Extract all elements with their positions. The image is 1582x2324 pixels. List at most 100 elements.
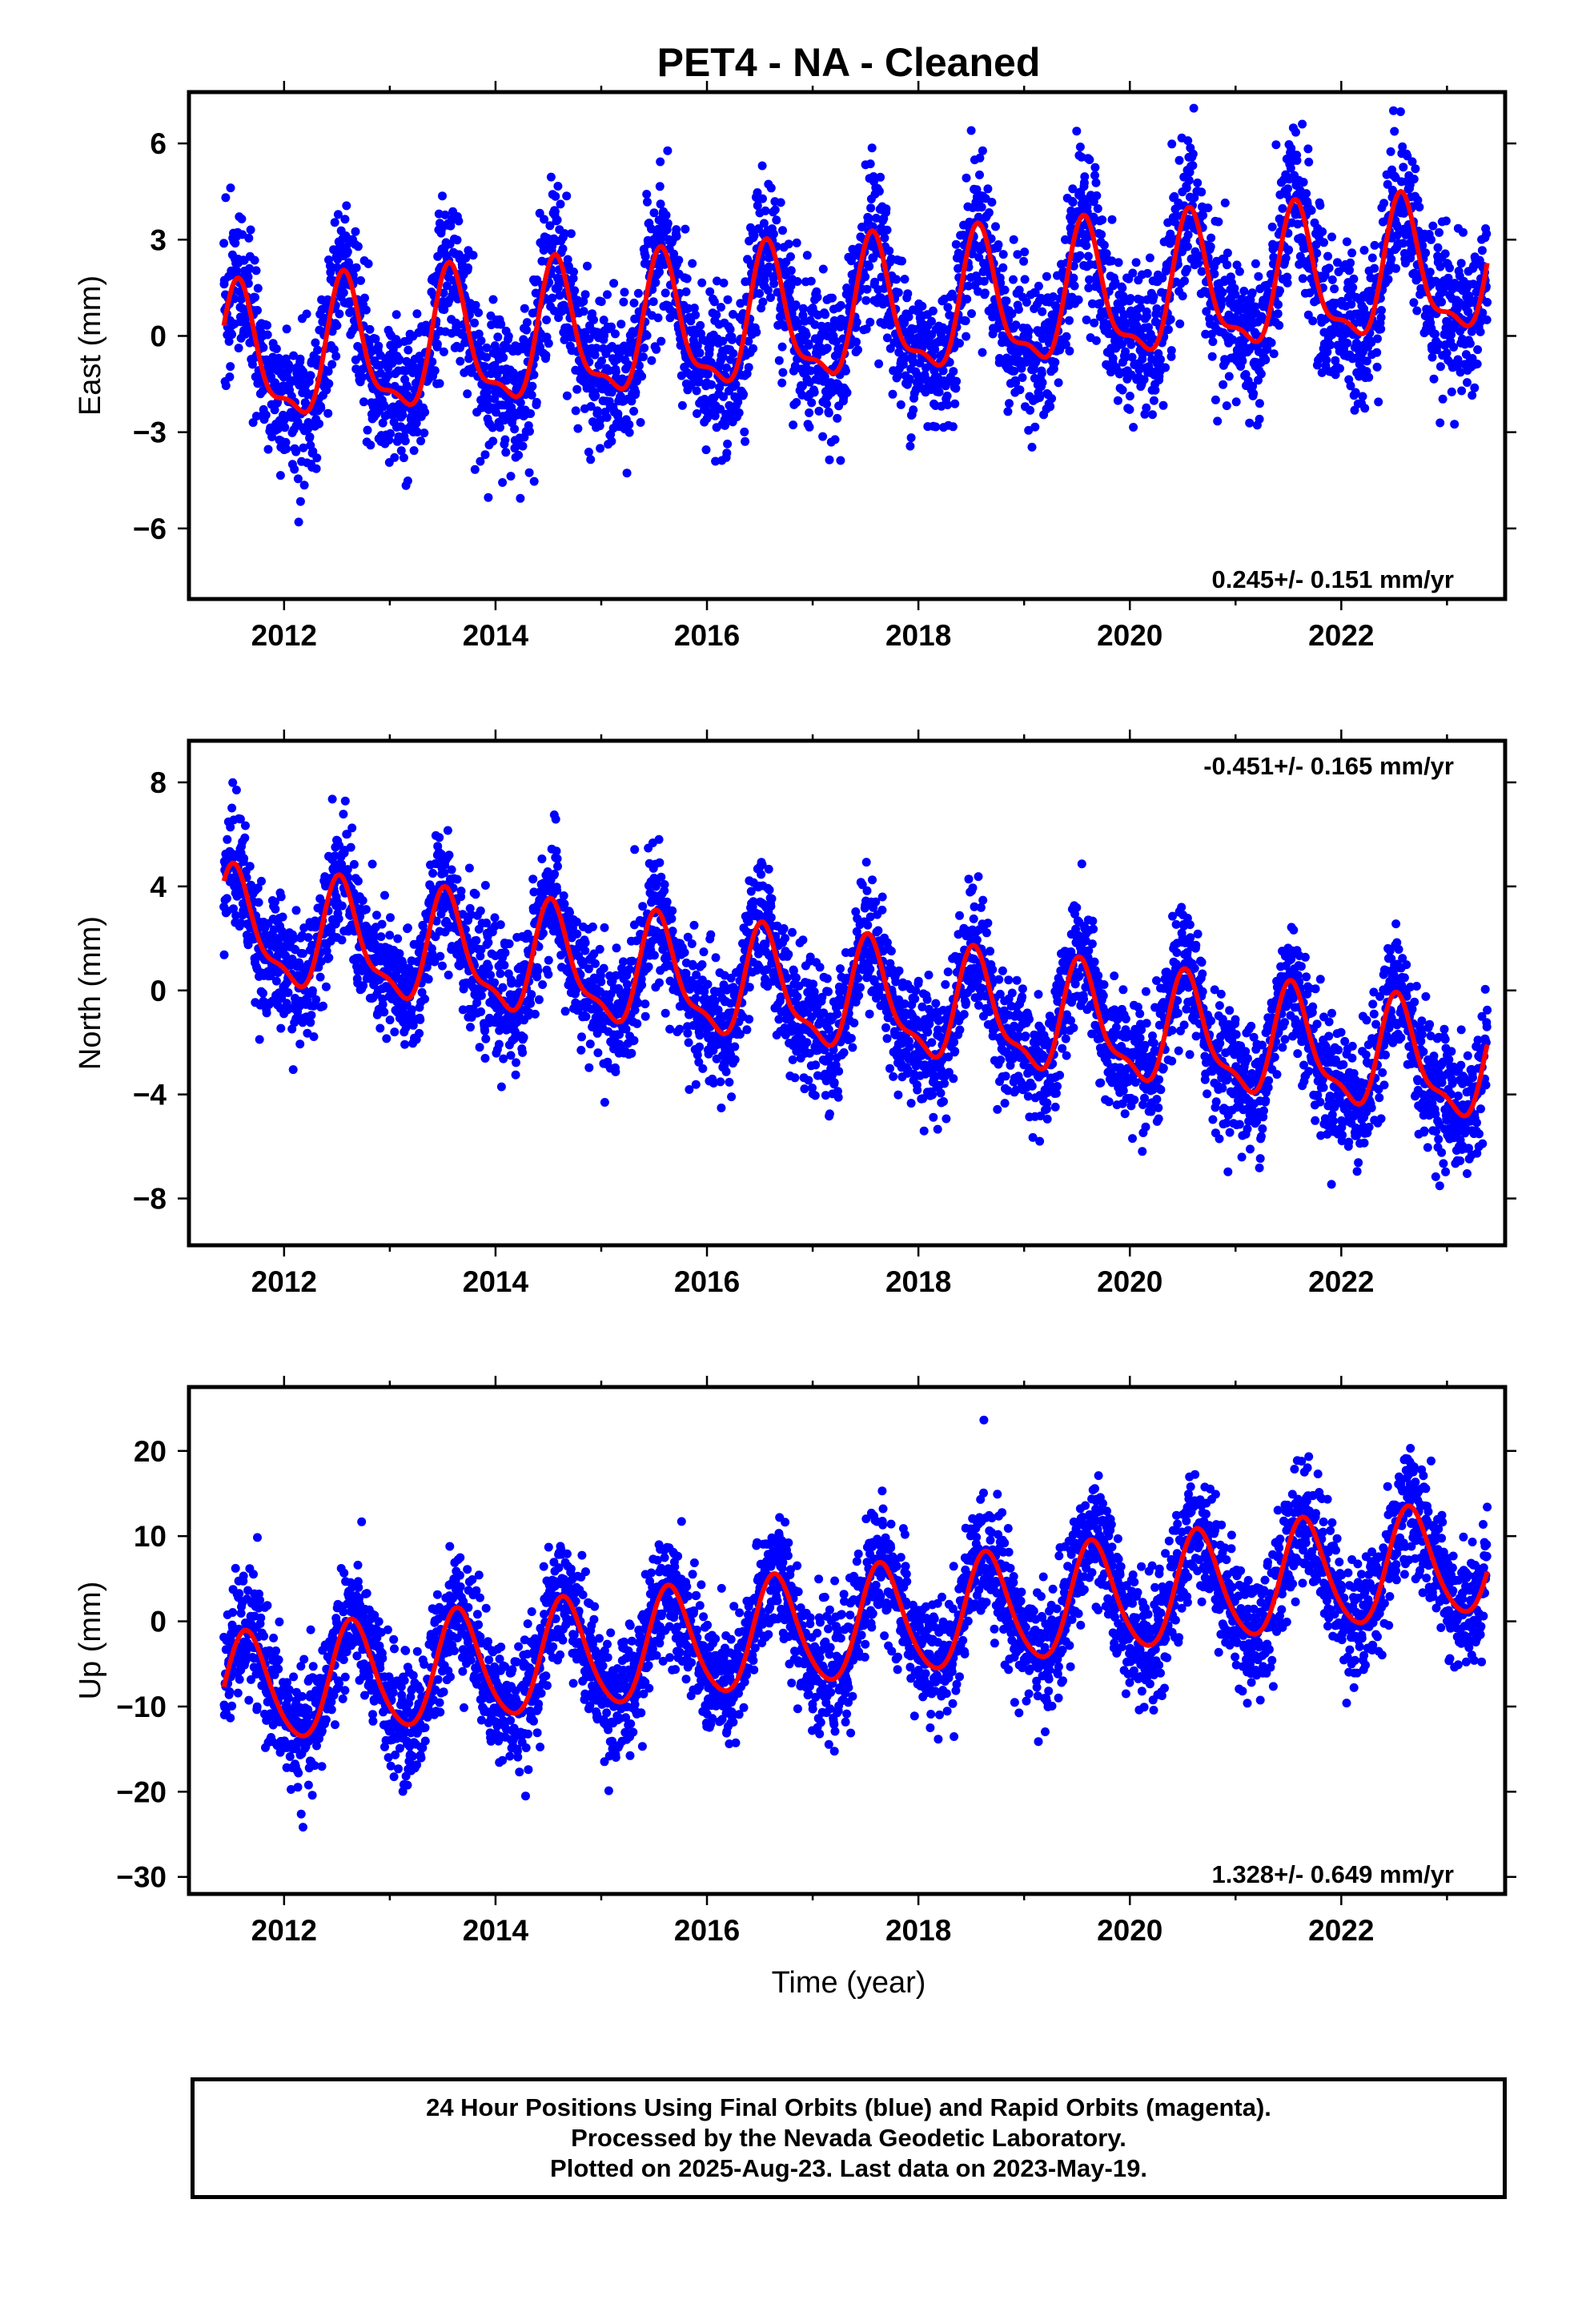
data-point (1465, 339, 1475, 348)
data-point (231, 239, 240, 248)
data-point (740, 427, 749, 436)
figure-title: PET4 - NA - Cleaned (657, 40, 1041, 85)
data-point (934, 388, 944, 397)
data-point (378, 999, 387, 1009)
data-point (1220, 198, 1230, 207)
data-point (961, 316, 970, 326)
data-point (1450, 420, 1460, 429)
data-point (713, 276, 721, 286)
data-point (436, 951, 445, 961)
data-point (275, 471, 285, 480)
data-point (327, 794, 337, 804)
data-point (663, 219, 673, 228)
data-point (1425, 267, 1435, 277)
data-point (642, 331, 652, 340)
data-point (241, 329, 250, 339)
data-point (1472, 360, 1482, 368)
data-point (1188, 161, 1198, 171)
data-point (580, 290, 590, 300)
data-point (501, 448, 511, 457)
data-point (492, 408, 500, 417)
data-point (719, 392, 729, 401)
data-point (471, 890, 480, 899)
data-point (251, 266, 261, 275)
data-point (770, 205, 780, 215)
data-point (950, 399, 960, 408)
data-point (633, 288, 643, 298)
data-point (1323, 251, 1332, 261)
data-point (1292, 155, 1302, 165)
data-point (656, 336, 666, 346)
data-point (303, 933, 313, 943)
data-point (1158, 400, 1168, 410)
data-point (510, 424, 520, 434)
data-point (231, 786, 241, 794)
data-point (865, 262, 874, 271)
data-point (824, 408, 833, 418)
data-point (308, 447, 318, 456)
data-point (415, 1028, 424, 1038)
data-point (424, 975, 433, 984)
data-point (289, 351, 299, 360)
data-point (1207, 233, 1216, 243)
data-point (1034, 281, 1043, 291)
data-point (777, 378, 787, 388)
data-point (861, 296, 871, 305)
data-point (271, 904, 280, 914)
data-point (253, 306, 262, 315)
data-point (752, 328, 761, 337)
data-point (262, 1008, 271, 1018)
data-point (254, 898, 263, 907)
data-point (1183, 230, 1193, 239)
data-point (1457, 386, 1467, 396)
data-point (917, 301, 927, 311)
data-point (444, 971, 453, 979)
data-point (223, 834, 232, 844)
data-point (549, 306, 559, 316)
data-point (729, 349, 738, 358)
data-point (488, 423, 497, 432)
data-point (407, 1005, 416, 1015)
data-point (1409, 175, 1419, 184)
data-point (393, 934, 403, 943)
data-point (1113, 396, 1122, 405)
data-point (440, 305, 449, 315)
data-point (1307, 206, 1316, 215)
data-point (1009, 275, 1018, 284)
data-point (357, 372, 367, 382)
data-point (805, 408, 814, 417)
data-point (1291, 127, 1300, 137)
data-point (498, 478, 508, 487)
data-point (319, 1001, 327, 1011)
data-point (385, 931, 395, 940)
data-point (1278, 203, 1287, 213)
data-point (739, 390, 749, 399)
data-point (842, 388, 852, 397)
data-point (766, 183, 776, 193)
data-point (1275, 320, 1284, 330)
data-point (1203, 203, 1213, 213)
data-point (1324, 263, 1334, 273)
data-point (412, 428, 422, 436)
x-tick-label: 2016 (674, 619, 740, 652)
data-point (777, 342, 787, 352)
data-point (1126, 340, 1136, 349)
data-point (1161, 363, 1170, 372)
data-point (560, 229, 569, 239)
data-point (391, 310, 401, 320)
data-point (1411, 164, 1420, 174)
data-point (1125, 404, 1134, 414)
data-point (1062, 332, 1071, 341)
data-point (651, 278, 661, 287)
data-point (765, 262, 774, 271)
data-point (1327, 275, 1337, 284)
data-point (499, 353, 508, 362)
data-point (688, 259, 697, 268)
data-point (246, 225, 255, 235)
data-point (222, 894, 231, 903)
data-point (1037, 368, 1046, 378)
data-point (363, 425, 372, 435)
data-point (1118, 283, 1127, 293)
data-point (1459, 227, 1468, 237)
data-point (263, 444, 273, 454)
